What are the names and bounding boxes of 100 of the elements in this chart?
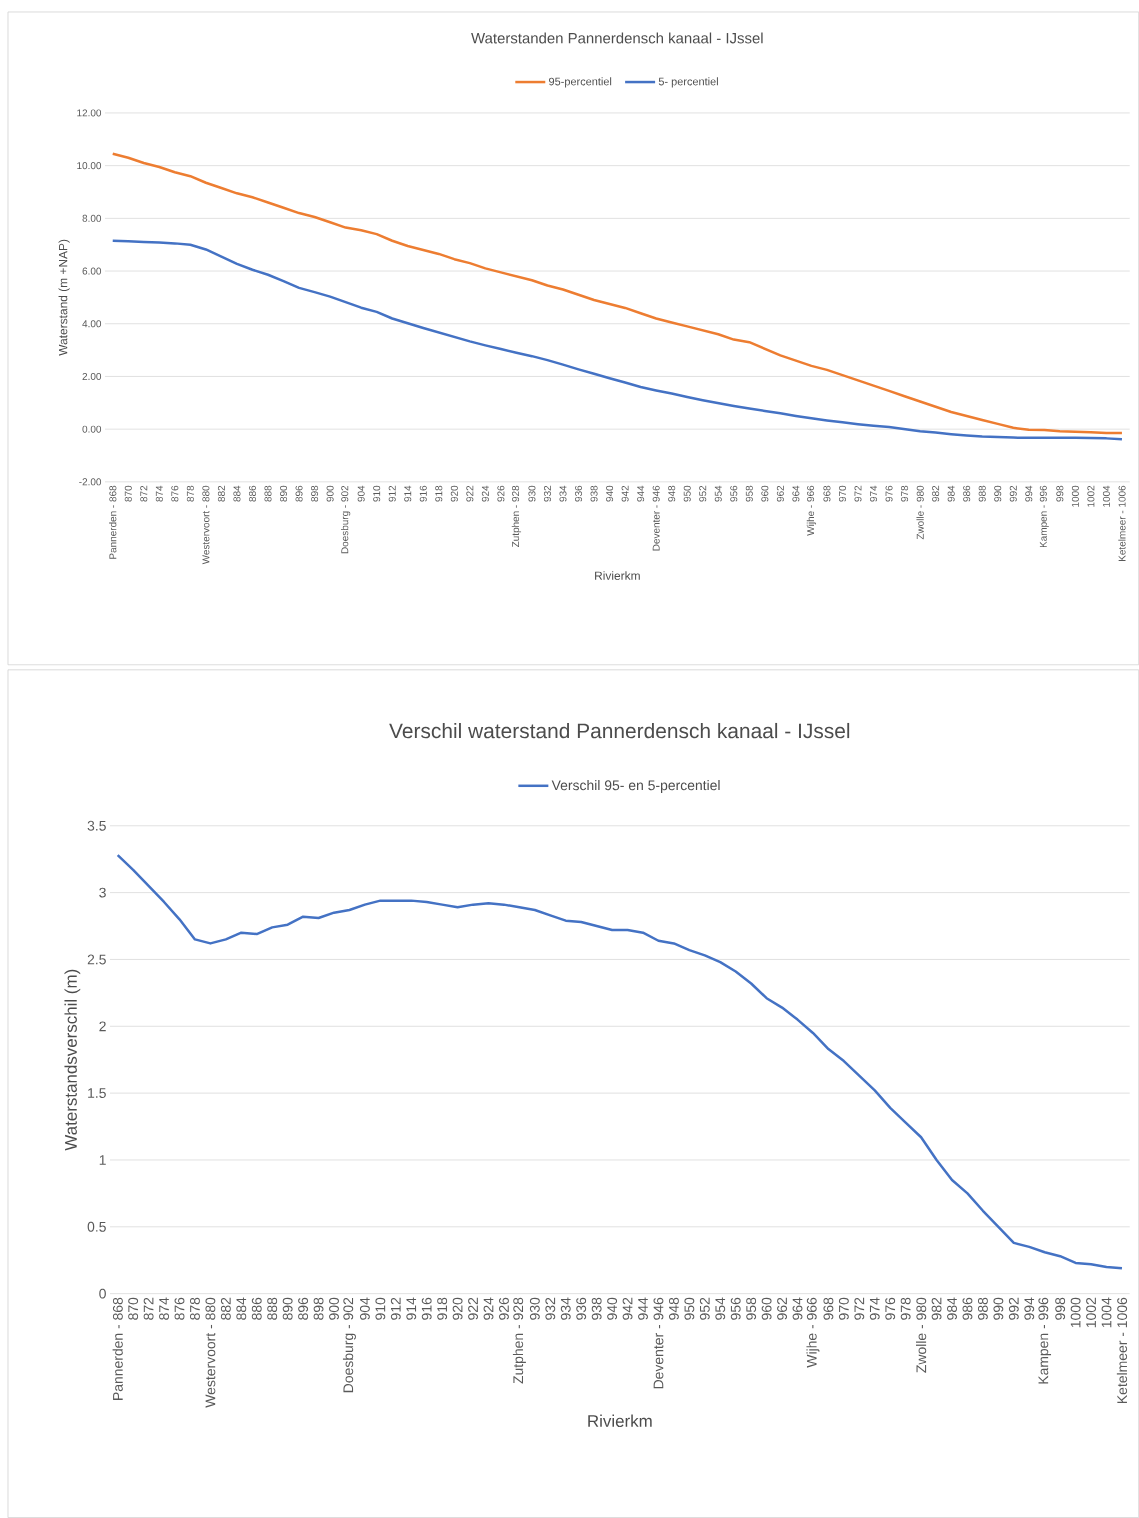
x-tick-label: 918 [435, 485, 443, 502]
x-tick-label: 952 [699, 485, 707, 502]
y-tick-label: 1.5 [88, 1088, 106, 1098]
y-axis-title: Waterstand (m +NAP) [58, 239, 70, 356]
x-tick-label: 960 [761, 1297, 772, 1320]
x-tick-label: 992 [1008, 1297, 1019, 1320]
x-tick-label: 878 [186, 485, 194, 502]
x-tick-label: 872 [140, 485, 148, 502]
x-tick-label: 994 [1024, 1297, 1035, 1320]
x-tick-label: 890 [279, 485, 287, 502]
x-tick-label: 922 [468, 1297, 478, 1320]
x-tick-label: 926 [497, 485, 505, 502]
x-tick-label: 914 [404, 485, 412, 502]
x-tick-label: Deventer - 946 [652, 485, 660, 551]
x-tick-label: Westervoort - 880 [205, 1297, 216, 1408]
x-tick-label: 898 [311, 485, 319, 502]
y-tick-label: 4.00 [82, 320, 102, 328]
x-tick-label: 974 [869, 485, 877, 502]
x-tick-label: 884 [236, 1297, 247, 1320]
x-tick-label: Zwolle - 980 [915, 1297, 927, 1373]
x-tick-label: 976 [885, 485, 893, 502]
x-tick-label: 932 [543, 485, 551, 502]
x-tick-label: 934 [560, 1297, 571, 1320]
x-tick-label: 924 [483, 1297, 494, 1320]
x-tick-label: 954 [715, 1297, 726, 1320]
y-tick-label: 0.00 [82, 425, 102, 433]
x-tick-label: Westervoort - 880 [202, 485, 210, 565]
x-tick-label: 914 [406, 1297, 417, 1320]
legend-label: Verschil 95- en 5-percentiel [551, 779, 720, 793]
x-tick-label: Pannerden - 868 [112, 1297, 123, 1400]
x-tick-label: Wijhe - 966 [806, 485, 817, 536]
x-tick-label: 978 [900, 1297, 911, 1320]
x-tick-label: 882 [220, 1297, 231, 1320]
y-axis-title: Waterstandsverschil (m) [64, 969, 81, 1151]
x-tick-label: 998 [1055, 1297, 1066, 1320]
x-tick-label: 942 [622, 1297, 633, 1320]
x-tick-label: 954 [714, 485, 722, 502]
x-tick-label: 916 [421, 1297, 432, 1320]
y-tick-label: 0 [99, 1288, 106, 1299]
x-tick-label: 904 [357, 485, 365, 502]
x-tick-label: 982 [931, 1297, 942, 1320]
x-tick-label: 986 [963, 485, 971, 502]
x-tick-label: Deventer - 946 [653, 1297, 664, 1389]
x-tick-label: 890 [282, 1297, 293, 1320]
x-tick-label: 916 [419, 485, 427, 502]
x-tick-label: 900 [329, 1297, 339, 1320]
x-tick-label: 962 [776, 485, 784, 502]
x-tick-label: 1000 [1070, 1297, 1081, 1328]
x-axis-title: Rivierkm [588, 1414, 652, 1428]
x-tick-label: 886 [251, 1297, 262, 1320]
x-tick-label: 956 [730, 485, 738, 502]
x-tick-label: 998 [1056, 485, 1064, 502]
x-tick-label: 912 [388, 485, 396, 502]
x-tick-label: 882 [217, 485, 225, 502]
x-tick-label: 960 [761, 485, 769, 502]
x-tick-label: Zwolle - 980 [916, 485, 924, 540]
x-tick-label: Kampen - 996 [1039, 485, 1049, 548]
y-tick-label: 2.00 [82, 372, 102, 380]
x-tick-label: 968 [823, 485, 831, 502]
x-tick-label: 978 [901, 485, 909, 502]
x-tick-label: 950 [684, 1297, 695, 1320]
chart-title: Verschil waterstand Pannerdensch kanaal - IJssel [389, 722, 850, 739]
x-tick-label: 874 [159, 1297, 169, 1320]
x-tick-label: Wijhe - 966 [806, 1297, 820, 1368]
x-tick-label: Zutphen - 928 [511, 485, 522, 548]
x-tick-label: 876 [174, 1297, 185, 1320]
x-tick-label: 878 [189, 1297, 200, 1320]
x-tick-label: 872 [143, 1297, 154, 1320]
x-tick-label: Ketelmeer - 1006 [1118, 485, 1126, 561]
x-tick-label: Ketelmeer - 1006 [1116, 1297, 1128, 1403]
x-tick-label: 962 [777, 1297, 787, 1320]
x-tick-label: 920 [450, 485, 458, 502]
chart-title: Waterstanden Pannerdensch kanaal - IJssel [471, 32, 763, 44]
x-tick-label: 904 [359, 1297, 370, 1320]
x-tick-label: 900 [326, 485, 334, 502]
x-tick-label: 898 [313, 1297, 324, 1320]
y-tick-label: 2.5 [87, 954, 106, 965]
x-tick-label: 990 [994, 485, 1002, 502]
x-tick-label: 1004 [1101, 1297, 1112, 1328]
x-tick-label: 982 [932, 485, 940, 502]
y-tick-label: 10.00 [77, 162, 102, 170]
x-tick-label: 930 [529, 1297, 540, 1320]
y-tick-label: 12.00 [77, 109, 102, 117]
x-tick-label: 936 [576, 1297, 587, 1320]
x-tick-label: 948 [668, 1297, 679, 1320]
y-tick-label: 3.5 [87, 820, 106, 831]
x-tick-label: 988 [978, 485, 986, 502]
y-tick-label: 2 [99, 1021, 106, 1032]
x-tick-label: 874 [155, 485, 163, 502]
x-tick-label: 1004 [1102, 485, 1110, 507]
x-tick-label: 930 [528, 485, 536, 502]
x-tick-label: 888 [264, 485, 272, 502]
x-tick-label: 870 [128, 1297, 139, 1320]
x-tick-label: 958 [746, 1297, 757, 1320]
x-tick-label: 918 [437, 1297, 448, 1320]
y-tick-label: 0.5 [87, 1221, 106, 1232]
y-tick-label: 1 [99, 1155, 106, 1165]
x-tick-label: 968 [823, 1297, 834, 1320]
x-tick-label: 942 [621, 485, 629, 502]
x-tick-label: 876 [171, 485, 179, 502]
